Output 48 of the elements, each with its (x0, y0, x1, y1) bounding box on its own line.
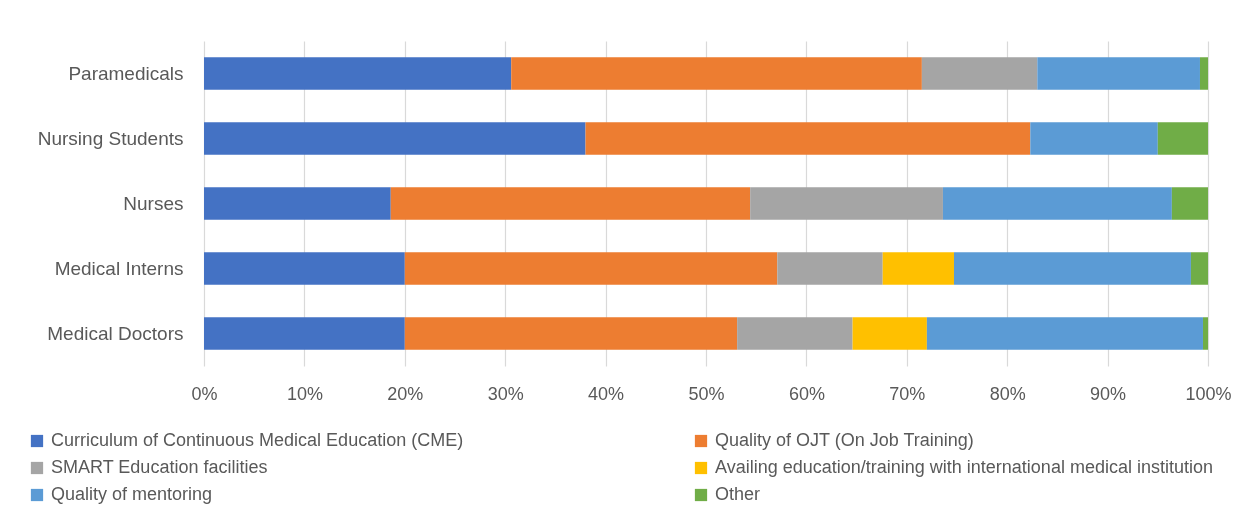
bar (1202, 317, 1208, 350)
bar (1190, 252, 1208, 285)
legend-label: Curriculum of Continuous Medical Education (CME) (51, 430, 464, 450)
y-tick-label: Paramedicals (68, 62, 184, 84)
bar (777, 252, 883, 285)
bar (926, 317, 1203, 350)
bar (404, 317, 738, 350)
y-tick-label: Medical Interns (54, 257, 184, 279)
bar (1030, 122, 1158, 155)
y-tick-label: Nursing Students (37, 127, 184, 149)
bar (921, 57, 1038, 90)
x-tick-label: 90% (1090, 383, 1127, 404)
bar (942, 187, 1172, 220)
bar (737, 317, 853, 350)
bar (390, 187, 751, 220)
x-tick-label: 30% (487, 383, 524, 404)
x-tick-label: 80% (989, 383, 1026, 404)
bar (204, 317, 405, 350)
x-tick-label: 40% (588, 383, 625, 404)
legend-label: Availing education/training with international medical institution (715, 457, 1213, 477)
y-tick-label: Nurses (123, 192, 184, 214)
x-tick-label: 20% (387, 383, 424, 404)
x-tick-label: 100% (1185, 383, 1232, 404)
y-tick-label: Medical Doctors (47, 322, 184, 344)
x-tick-label: 0% (191, 383, 218, 404)
bar (204, 252, 405, 285)
bar (750, 187, 943, 220)
x-tick-label: 70% (889, 383, 926, 404)
legend-label: Other (715, 484, 761, 504)
bar (404, 252, 778, 285)
x-tick-label: 60% (788, 383, 825, 404)
bar (204, 57, 512, 90)
x-tick-label: 10% (286, 383, 323, 404)
bar (1171, 187, 1208, 220)
bar (852, 317, 927, 350)
bar (1157, 122, 1208, 155)
bar (585, 122, 1031, 155)
legend-label: SMART Education facilities (51, 457, 268, 477)
bar (1199, 57, 1208, 90)
bar (882, 252, 954, 285)
bar (1037, 57, 1200, 90)
bar (204, 187, 391, 220)
bar (953, 252, 1191, 285)
x-tick-label: 50% (688, 383, 725, 404)
legend-label: Quality of mentoring (51, 484, 213, 504)
legend-label: Quality of OJT (On Job Training) (715, 430, 974, 450)
bar (204, 122, 586, 155)
bar (511, 57, 922, 90)
